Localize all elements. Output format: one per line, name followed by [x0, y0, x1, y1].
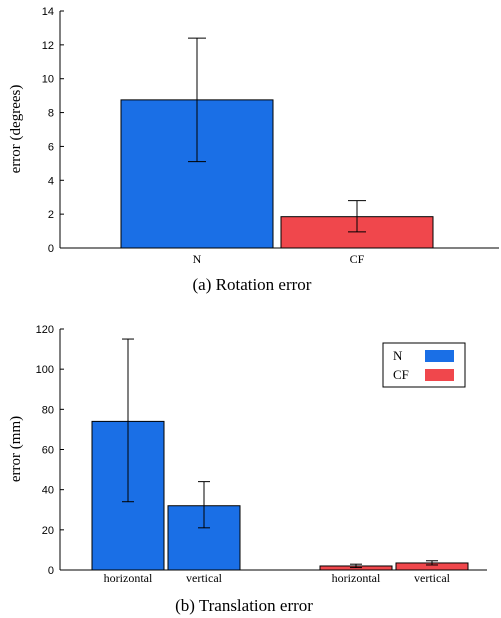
- x-tick-label: CF: [350, 252, 365, 266]
- x-tick-label: horizontal: [332, 571, 381, 585]
- x-tick-label: N: [193, 252, 202, 266]
- y-tick-label: 100: [36, 364, 54, 376]
- x-tick-label: horizontal: [104, 571, 153, 585]
- y-tick-label: 8: [48, 108, 54, 120]
- y-axis-title: error (mm): [8, 416, 24, 482]
- x-tick-label: vertical: [186, 571, 223, 585]
- rotation-error-chart: 0 2 4 6 8 10 12 14 error (degrees) N CF: [8, 6, 499, 266]
- y-tick-label: 120: [36, 324, 54, 336]
- caption-translation-error: (b) Translation error: [175, 596, 313, 615]
- legend-swatch-cf: [425, 369, 454, 381]
- legend-label-n: N: [393, 348, 403, 363]
- y-tick-label: 14: [42, 6, 54, 18]
- y-tick-label: 4: [48, 175, 54, 187]
- x-tick-label: vertical: [414, 571, 451, 585]
- legend: N CF: [382, 342, 466, 388]
- translation-error-chart: 0 20 40 60 80 100 120 error (mm) horizontal verti…: [8, 324, 487, 585]
- y-axis-title: error (degrees): [8, 85, 24, 174]
- y-tick-label: 60: [42, 445, 54, 457]
- caption-rotation-error: (a) Rotation error: [193, 275, 312, 294]
- y-tick-label: 0: [48, 243, 54, 255]
- y-tick-label: 0: [48, 565, 54, 577]
- y-tick-label: 20: [42, 525, 54, 537]
- y-tick-label: 6: [48, 141, 54, 153]
- y-tick-label: 2: [48, 209, 54, 221]
- y-tick-label: 80: [42, 404, 54, 416]
- y-tick-label: 10: [42, 74, 54, 86]
- y-tick-label: 40: [42, 485, 54, 497]
- y-tick-label: 12: [42, 40, 54, 52]
- legend-label-cf: CF: [393, 367, 409, 382]
- legend-swatch-n: [425, 350, 454, 362]
